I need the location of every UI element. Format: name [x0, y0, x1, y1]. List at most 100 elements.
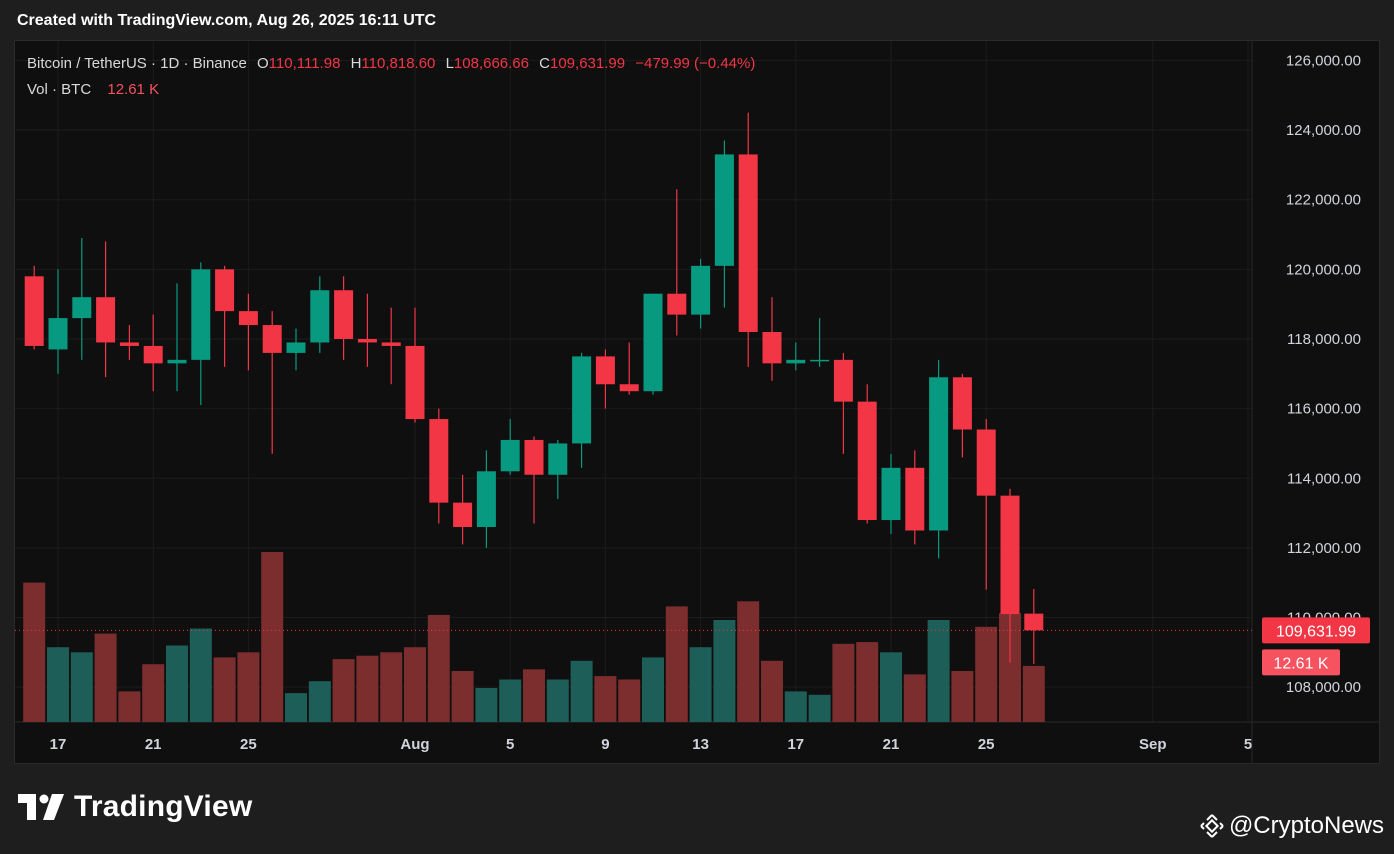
volume-value: 12.61 K — [107, 81, 160, 98]
candle-body — [595, 356, 615, 385]
candle-body — [429, 419, 449, 503]
volume-bar — [713, 620, 736, 722]
volume-bar — [975, 626, 998, 722]
volume-bar — [737, 601, 760, 722]
volume-bar — [189, 628, 212, 722]
high-label: H — [350, 55, 362, 72]
volume-bar — [261, 552, 284, 722]
candle-body — [310, 290, 330, 343]
last-volume-label: 12.61 K — [1273, 655, 1328, 672]
volume-bar — [570, 660, 593, 722]
x-tick-label: 25 — [240, 736, 257, 753]
x-tick-label: 21 — [883, 736, 900, 753]
candle-body — [810, 359, 830, 362]
volume-bar — [832, 643, 855, 722]
candle-body — [762, 332, 782, 364]
change-value: −479.99 (−0.44%) — [635, 55, 756, 72]
volume-bar — [856, 642, 879, 722]
volume-bar — [665, 606, 688, 722]
x-tick-label: 9 — [601, 736, 609, 753]
volume-bar — [380, 652, 403, 722]
x-tick-label: 5 — [1244, 736, 1252, 753]
close-label: C — [539, 55, 550, 72]
candle-body — [881, 467, 901, 521]
y-tick-label: 112,000.00 — [1287, 540, 1361, 557]
candle-body — [48, 318, 68, 350]
candle-body — [215, 269, 235, 312]
volume-bar — [523, 669, 545, 722]
volume-bar — [47, 647, 69, 722]
volume-bar — [332, 659, 355, 722]
candle-body — [381, 342, 401, 346]
volume-bar — [784, 691, 807, 722]
candle-body — [619, 384, 639, 392]
chart-panel[interactable]: 108,000.00110,000.00112,000.00114,000.00… — [14, 40, 1380, 764]
candle-body — [357, 338, 377, 343]
candle-body — [857, 401, 877, 521]
high-value: 110,818.60 — [361, 55, 436, 72]
candle-body — [833, 359, 853, 402]
candle-body — [72, 297, 92, 319]
y-tick-label: 108,000.00 — [1286, 679, 1361, 696]
x-tick-label: 17 — [787, 736, 804, 753]
last-volume-tag — [1262, 649, 1340, 676]
candle-body — [572, 356, 592, 444]
volume-bar — [999, 613, 1021, 722]
y-tick-label: 114,000.00 — [1287, 470, 1361, 487]
volume-bar — [427, 614, 450, 722]
x-tick-label: 13 — [692, 736, 709, 753]
volume-bar — [689, 647, 712, 722]
close-value: 109,631.99 — [550, 55, 626, 72]
y-tick-label: 118,000.00 — [1287, 331, 1361, 348]
volume-label[interactable]: Vol · BTC — [27, 81, 92, 98]
candle-body — [119, 342, 139, 346]
x-tick-label: Aug — [400, 736, 429, 753]
tradingview-logo-text: TradingView — [74, 790, 253, 823]
y-tick-label: 120,000.00 — [1286, 261, 1361, 278]
last-price-label: 109,631.99 — [1276, 623, 1356, 640]
volume-bar — [237, 652, 260, 722]
volume-bar — [808, 694, 831, 722]
x-tick-label: Sep — [1139, 736, 1167, 753]
candle-body — [1000, 495, 1020, 615]
volume-bar — [213, 657, 236, 722]
volume-bar — [404, 647, 426, 722]
x-tick-label: 5 — [506, 736, 514, 753]
candle-body — [1024, 613, 1044, 631]
open-label: O — [257, 55, 269, 72]
symbol-title[interactable]: Bitcoin / TetherUS · 1D · Binance — [27, 55, 247, 72]
candle-body — [548, 443, 568, 475]
volume-bar — [142, 664, 165, 722]
y-tick-label: 124,000.00 — [1286, 122, 1361, 139]
volume-bar — [94, 633, 117, 722]
candle-body — [96, 297, 116, 343]
candle-body — [191, 269, 211, 360]
volume-bar — [594, 676, 617, 722]
volume-bar — [451, 671, 474, 722]
tradingview-logo[interactable]: TradingView — [18, 790, 252, 824]
volume-bar — [356, 655, 379, 722]
candle-body — [24, 276, 44, 346]
volume-bar — [546, 679, 569, 722]
candle-body — [643, 293, 663, 392]
volume-bar — [880, 652, 902, 722]
candle-body — [238, 311, 258, 326]
candle-body — [524, 439, 544, 475]
volume-bar — [618, 679, 641, 722]
candle-body — [405, 345, 425, 420]
candle-body — [167, 359, 187, 364]
y-tick-label: 126,000.00 — [1286, 52, 1361, 69]
candle-body — [738, 154, 758, 333]
volume-bar — [285, 693, 307, 722]
volume-legend: Vol · BTC 12.61 K — [27, 81, 159, 98]
volume-bar — [118, 691, 141, 722]
volume-bar — [23, 582, 46, 722]
candlestick-chart[interactable]: 108,000.00110,000.00112,000.00114,000.00… — [15, 41, 1379, 763]
candle-body — [476, 471, 496, 528]
candle-body — [929, 377, 949, 531]
volume-bar — [166, 645, 188, 722]
low-value: 108,666.66 — [453, 55, 529, 72]
cryptonews-watermark: @CryptoNews — [1199, 812, 1384, 840]
volume-bar — [951, 671, 974, 722]
volume-bar — [927, 620, 950, 722]
